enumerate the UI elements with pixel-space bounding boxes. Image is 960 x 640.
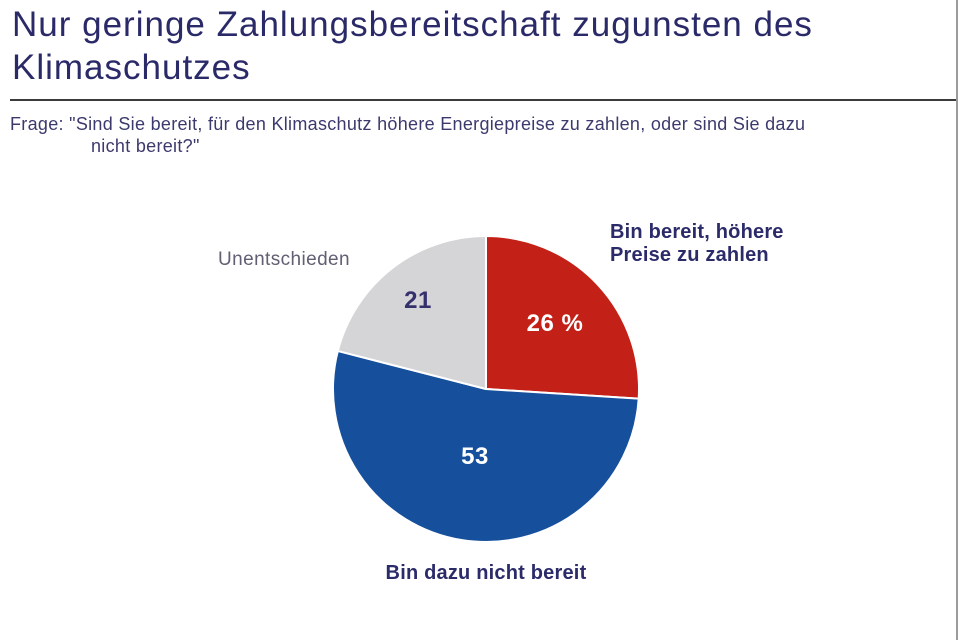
pie-slice-1 — [332, 349, 640, 543]
right-border-line — [956, 0, 958, 640]
pie-label-unentschieden: Unentschieden — [218, 249, 350, 270]
pie-slice-0 — [485, 235, 641, 400]
pie-label-bin-dazu-nicht-bereit: Bin dazu nicht bereit — [385, 562, 587, 584]
page-title: Nur geringe Zahlungsbereitschaft zugunst… — [12, 5, 813, 87]
pie-value-label-0: 26 % — [526, 310, 584, 337]
pie-value-label-1: 53 — [461, 443, 489, 470]
pie-label-bin-bereit-line-1: Bin bereit, höhere — [610, 221, 784, 243]
title-divider — [10, 99, 957, 101]
question-text-1: "Sind Sie bereit, für den Klimaschutz hö… — [69, 114, 806, 134]
pie-slice-2 — [336, 235, 487, 390]
question-line-1: Frage: "Sind Sie bereit, für den Klimasc… — [10, 113, 805, 135]
pie-svg — [332, 235, 641, 543]
question-prefix: Frage: — [10, 114, 64, 134]
question-line-2: nicht bereit?" — [91, 136, 200, 156]
pie-label-bin-bereit: Bin bereit, höhere Preise zu zahlen — [610, 221, 784, 267]
survey-question: Frage: "Sind Sie bereit, für den Klimasc… — [10, 113, 805, 157]
pie-chart: 26 % 53 21 — [330, 233, 642, 545]
pie-label-bin-bereit-line-2: Preise zu zahlen — [610, 244, 769, 266]
pie-value-label-2: 21 — [404, 287, 432, 314]
